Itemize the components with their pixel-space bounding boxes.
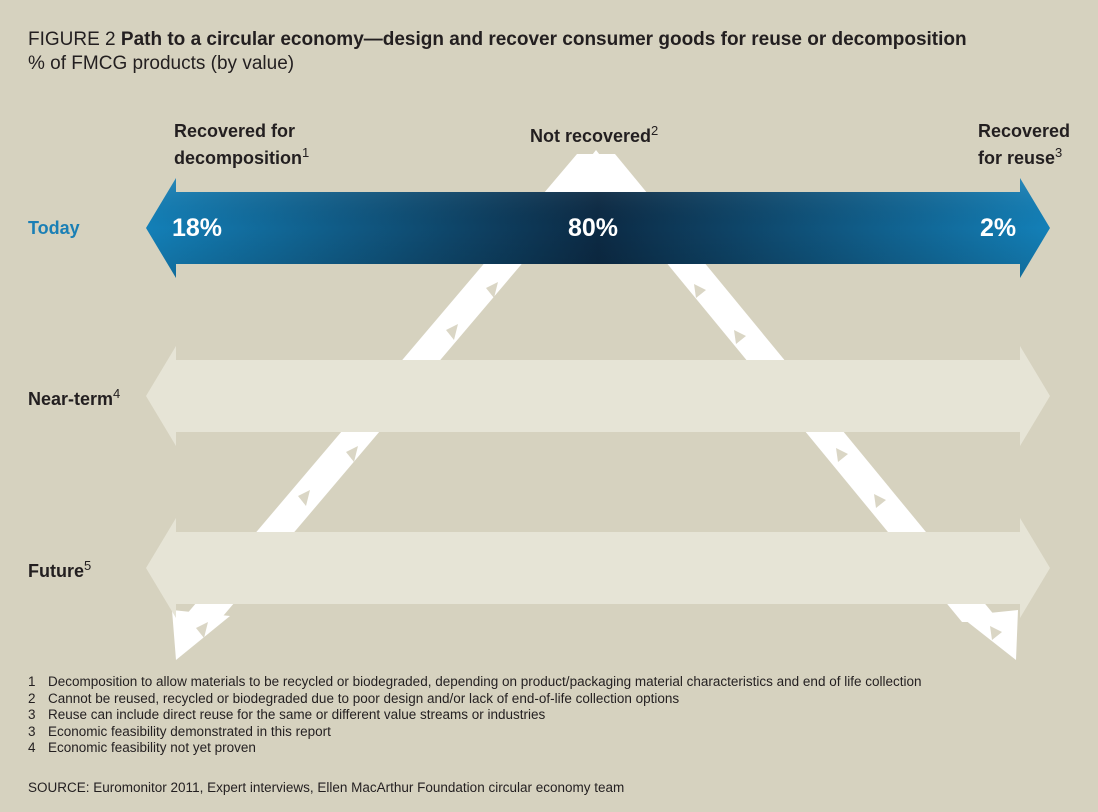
chevron-icon: [874, 494, 886, 508]
future-band: [146, 518, 1050, 618]
chevron-icon: [990, 626, 1002, 640]
today-reuse-value: 2%: [980, 214, 1017, 242]
chevron-icon: [734, 330, 746, 344]
figure-subtitle: % of FMCG products (by value): [28, 53, 295, 74]
row-label-near-term: Near-term4: [28, 386, 121, 409]
not-recovered-apex: [560, 150, 632, 196]
figure-title: FIGURE 2 Path to a circular economy—desi…: [28, 28, 967, 52]
figure-title-text: Path to a circular economy—design and re…: [120, 29, 967, 50]
chevron-icon: [346, 446, 358, 462]
footnote: 4 Economic feasibility not yet proven: [28, 740, 256, 755]
source-note: SOURCE: Euromonitor 2011, Expert intervi…: [28, 780, 625, 795]
near-term-band: [146, 346, 1050, 446]
row-label-future: Future5: [28, 558, 92, 581]
figure-prefix: FIGURE 2: [28, 29, 116, 50]
chevron-icon: [298, 490, 310, 506]
chevron-icon: [446, 324, 458, 340]
footnote: 3 Economic feasibility demonstrated in th…: [28, 723, 331, 739]
row-label-today: Today: [28, 218, 80, 238]
chevron-icon: [486, 282, 498, 298]
chevron-icon: [836, 448, 848, 462]
label-not-recovered: Not recovered2: [530, 123, 659, 146]
chevron-icon: [694, 284, 706, 298]
today-band: [146, 178, 1050, 278]
label-recovered-for-reuse: Recovered for reuse3: [978, 121, 1071, 168]
arrowhead-right: [960, 610, 1018, 660]
today-not-recovered-value: 80%: [568, 214, 619, 242]
footnotes: 1 Decomposition to allow materials to be …: [28, 674, 922, 757]
footnote: 3 Reuse can include direct reuse for the …: [28, 707, 546, 722]
chevron-icon: [196, 622, 208, 638]
footnote: 2 Cannot be reused, recycled or biodegrad…: [28, 690, 680, 706]
today-decomposition-value: 18%: [172, 214, 223, 242]
footnote: 1 Decomposition to allow materials to be …: [28, 674, 922, 689]
arrowhead-left: [172, 610, 230, 660]
label-recovered-for-decomposition: Recovered for decomposition1: [174, 121, 310, 168]
